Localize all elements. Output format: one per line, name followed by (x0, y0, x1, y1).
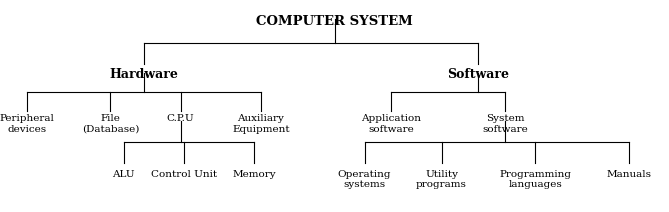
Text: Software: Software (448, 68, 509, 81)
Text: Auxiliary
Equipment: Auxiliary Equipment (232, 114, 290, 134)
Text: Peripheral
devices: Peripheral devices (0, 114, 54, 134)
Text: Hardware: Hardware (110, 68, 178, 81)
Text: Operating
systems: Operating systems (338, 170, 391, 189)
Text: ALU: ALU (112, 170, 135, 179)
Text: COMPUTER SYSTEM: COMPUTER SYSTEM (256, 15, 413, 28)
Text: Programming
languages: Programming languages (499, 170, 571, 189)
Text: C.P.U: C.P.U (167, 114, 195, 123)
Text: Memory: Memory (232, 170, 276, 179)
Text: System
software: System software (482, 114, 528, 134)
Text: Utility
programs: Utility programs (416, 170, 467, 189)
Text: File
(Database): File (Database) (82, 114, 139, 134)
Text: Application
software: Application software (361, 114, 421, 134)
Text: Control Unit: Control Unit (151, 170, 217, 179)
Text: Manuals: Manuals (606, 170, 652, 179)
